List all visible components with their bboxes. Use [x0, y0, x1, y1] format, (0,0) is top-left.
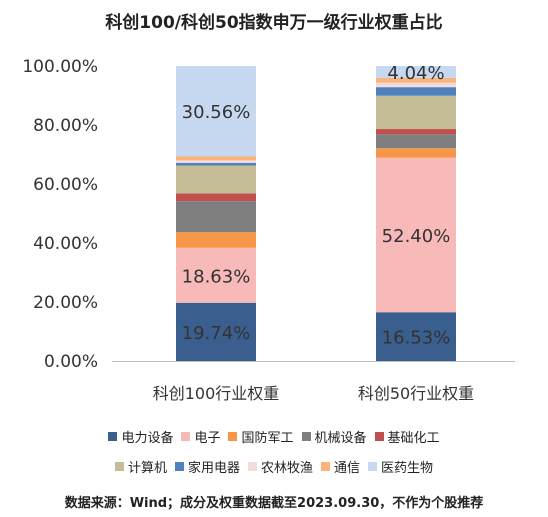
legend-label: 农林牧渔 — [260, 461, 313, 476]
legend-swatch — [181, 432, 191, 441]
data-label: 4.04% — [387, 63, 444, 84]
legend-swatch — [301, 432, 311, 441]
legend-swatch — [368, 462, 378, 471]
bar-segment — [376, 157, 456, 313]
legend-label: 医药生物 — [381, 461, 434, 476]
legend-label: 国防军工 — [241, 431, 294, 446]
bar-segment — [376, 129, 456, 135]
bar-segment — [176, 162, 256, 166]
y-tick-label: 60.00% — [33, 175, 98, 195]
legend-item: 农林牧渔 — [247, 457, 313, 476]
bar-segment — [176, 160, 256, 163]
legend-label: 通信 — [334, 461, 361, 476]
legend-label: 机械设备 — [314, 431, 367, 446]
legend-label: 家用电器 — [187, 461, 240, 476]
legend-label: 电力设备 — [121, 431, 174, 446]
legend-item: 基础化工 — [374, 427, 440, 446]
legend-swatch — [114, 462, 124, 471]
chart-plot-area: 0.00% 20.00% 40.00% 60.00% 80.00% 100.00% 19.7… — [22, 57, 515, 403]
bar-segment — [176, 165, 256, 194]
legend-label: 计算机 — [127, 461, 167, 476]
bar-segment — [176, 232, 256, 248]
legend-label: 基础化工 — [387, 431, 440, 446]
legend-item: 医药生物 — [368, 457, 433, 476]
bar-segment — [376, 87, 456, 96]
bar-segment — [376, 95, 456, 130]
data-label: 52.40% — [382, 226, 451, 247]
y-tick-label: 80.00% — [33, 116, 98, 136]
bar-segment — [376, 134, 456, 149]
legend-swatch — [108, 432, 118, 441]
bar-segment — [176, 193, 256, 202]
legend-swatch — [247, 462, 257, 471]
legend-swatch — [374, 432, 384, 441]
x-category-label: 科创50行业权重 — [358, 384, 474, 403]
x-category-label: 科创100行业权重 — [153, 384, 280, 403]
legend-swatch — [174, 462, 184, 471]
source-note: 数据来源：Wind；成分及权重数据截至2023.09.30，不作为个股推荐 — [64, 496, 484, 511]
legend-item: 国防军工 — [228, 427, 294, 446]
legend-item: 电子 — [181, 427, 220, 446]
legend-label: 电子 — [194, 431, 221, 446]
y-tick-label: 40.00% — [33, 234, 98, 254]
bar-segment — [376, 148, 456, 158]
chart-title: 科创100/科创50指数申万一级行业权重占比 — [105, 13, 443, 33]
bar-segment — [176, 247, 256, 303]
y-tick-label: 100.00% — [22, 57, 98, 77]
data-label: 18.63% — [182, 266, 251, 287]
legend-item: 计算机 — [114, 457, 167, 476]
data-label: 19.74% — [182, 323, 251, 344]
bar-segment — [376, 66, 456, 78]
y-tick-label: 20.00% — [33, 293, 98, 313]
bar-segment — [176, 201, 256, 233]
legend-swatch — [228, 432, 238, 441]
legend-item: 通信 — [321, 457, 360, 476]
legend-swatch — [321, 462, 330, 471]
legend-row-2: 计算机 家用电器 农林牧渔 通信 医药生物 — [0, 457, 548, 476]
bar-segment — [176, 156, 256, 161]
legend-item: 家用电器 — [174, 457, 240, 476]
data-label: 30.56% — [182, 102, 251, 123]
legend-row-1: 电力设备 电子 国防军工 机械设备 基础化工 — [0, 427, 548, 446]
bar-segment — [176, 66, 256, 157]
legend-item: 电力设备 — [108, 427, 173, 446]
y-tick-label: 0.00% — [44, 352, 98, 372]
bar-segment — [376, 77, 456, 83]
legend-item: 机械设备 — [301, 427, 367, 446]
bar-segment — [176, 302, 256, 361]
bar-segment — [376, 312, 456, 361]
bar-segment — [376, 82, 456, 88]
data-label: 16.53% — [382, 328, 451, 349]
